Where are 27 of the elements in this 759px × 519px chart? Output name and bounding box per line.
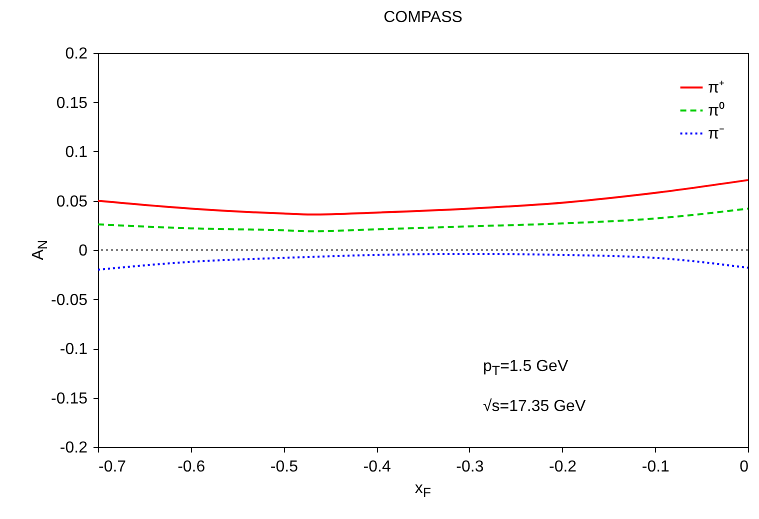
y-tick-label: 0.05 <box>56 193 88 210</box>
legend-label: π⁰ <box>708 102 726 120</box>
annotation: √s=17.35 GeV <box>483 398 586 416</box>
annotation: p$_{T}$=1.5 GeV <box>483 358 568 378</box>
y-tick-label: -0.2 <box>60 440 88 456</box>
x-tick-label: -0.6 <box>178 458 206 476</box>
legend-label: π⁻ <box>708 126 724 142</box>
y-tick-label: 0.2 <box>65 46 88 62</box>
x-tick-label: -0.3 <box>456 458 484 476</box>
line-series <box>97 208 749 232</box>
y-tick-label: -0.15 <box>51 390 88 408</box>
legend-label: π⁺ <box>708 80 724 96</box>
y-tick-label: -0.1 <box>60 341 88 358</box>
x-tick-label: -0.7 <box>98 458 126 476</box>
y-tick-label: 0 <box>78 242 88 260</box>
line-series <box>97 179 749 216</box>
chart-title: COMPASS <box>384 9 462 26</box>
x-tick-label: -0.5 <box>270 458 298 476</box>
x-tick-label: -0.2 <box>548 458 577 476</box>
y-tick-label: 0.15 <box>56 94 88 112</box>
y-tick-label: 0.1 <box>65 144 88 161</box>
x-axis-title: x$_{F}$ <box>414 480 432 500</box>
x-tick-label: -0.4 <box>363 458 391 476</box>
x-tick-label: 0 <box>740 458 749 476</box>
x-tick-label: -0.1 <box>642 458 670 476</box>
line-series <box>97 252 749 271</box>
y-tick-label: -0.05 <box>51 292 88 309</box>
